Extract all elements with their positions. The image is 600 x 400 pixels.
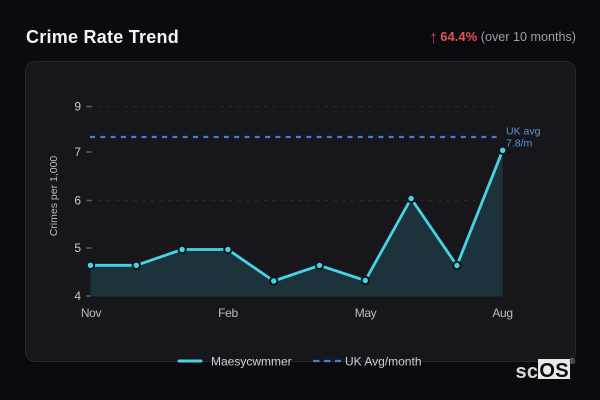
svg-text:UK avg: UK avg: [506, 126, 541, 138]
svg-text:6: 6: [74, 194, 81, 208]
svg-text:May: May: [355, 306, 377, 320]
svg-text:7: 7: [74, 145, 81, 159]
svg-text:5: 5: [74, 241, 81, 255]
svg-text:7.8/m: 7.8/m: [506, 138, 533, 150]
svg-text:Maesycwmmer: Maesycwmmer: [211, 355, 292, 369]
svg-text:4: 4: [74, 289, 81, 303]
svg-text:Feb: Feb: [218, 306, 238, 320]
svg-text:Nov: Nov: [81, 306, 102, 320]
svg-text:Aug: Aug: [492, 306, 512, 320]
svg-text:9: 9: [74, 100, 81, 114]
svg-text:Crimes per 1,000: Crimes per 1,000: [48, 156, 60, 237]
svg-text:UK Avg/month: UK Avg/month: [345, 355, 422, 369]
